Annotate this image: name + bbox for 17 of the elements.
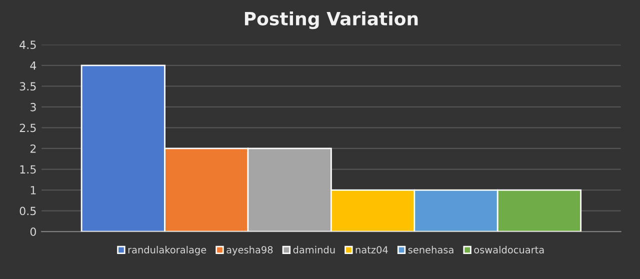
- y-tick-label: 1: [30, 186, 36, 194]
- legend-label: senehasa: [408, 246, 454, 254]
- legend-label: randulakoralage: [128, 246, 206, 256]
- legend-label: natz04: [356, 246, 388, 254]
- y-tick-label: 4.5: [20, 40, 36, 50]
- chart-title: Posting Variation: [244, 11, 418, 30]
- legend-label: oswaldocuarta: [474, 246, 544, 254]
- y-tick-label: 2.5: [20, 124, 36, 132]
- y-tick-label: 3: [30, 102, 36, 112]
- legend-label: damindu: [293, 246, 335, 254]
- y-tick-label: 3.5: [20, 82, 36, 91]
- y-tick-label: 0: [30, 228, 36, 236]
- y-tick-label: 4: [30, 62, 36, 70]
- y-tick-label: 0.5: [20, 206, 36, 216]
- y-tick-label: 1.5: [20, 165, 36, 174]
- y-tick-label: 2: [30, 144, 36, 153]
- legend-label: ayesha98: [226, 246, 273, 256]
